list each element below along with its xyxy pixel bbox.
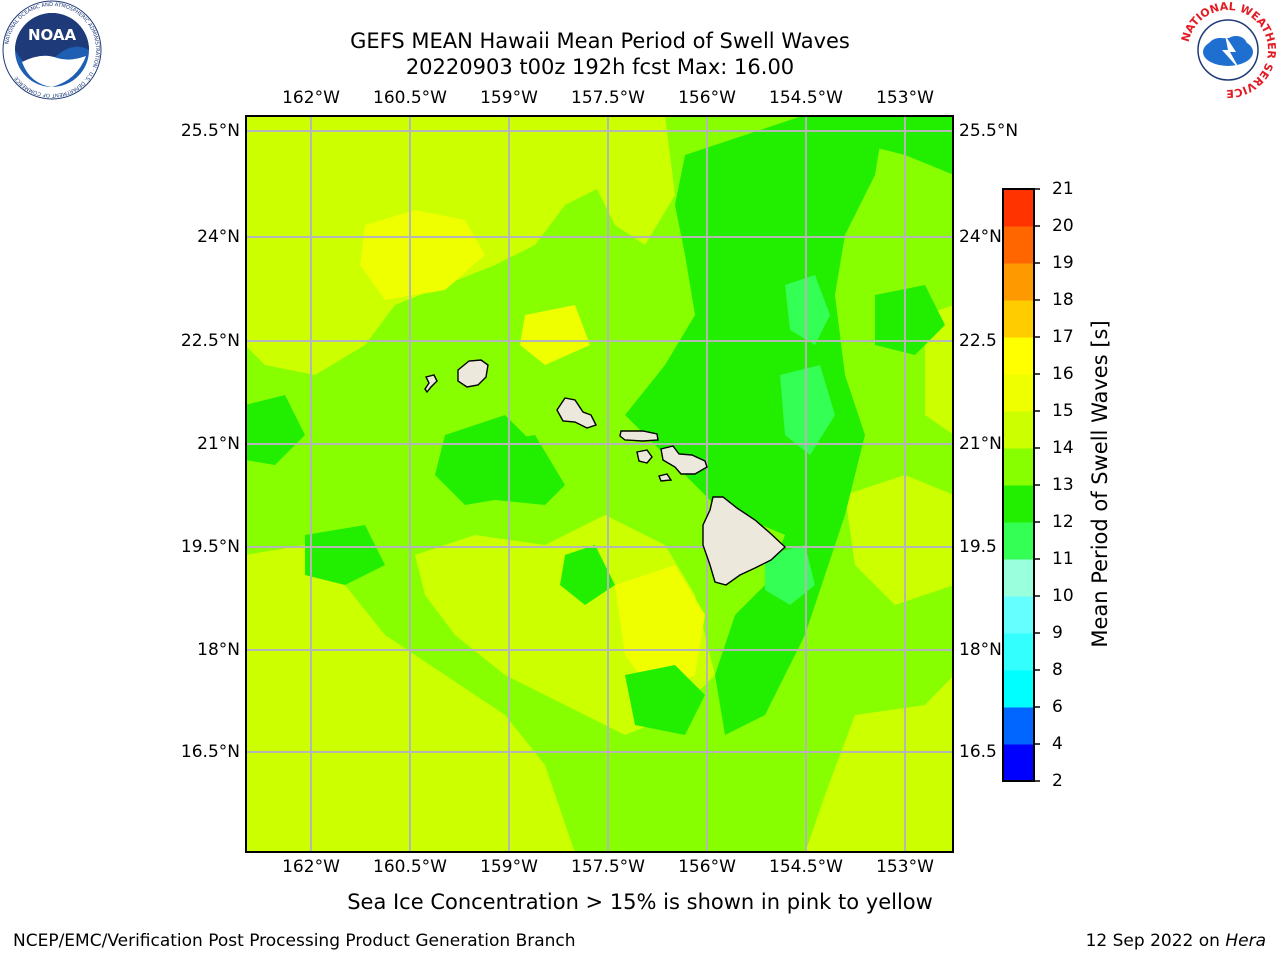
lon-tick-top: 153°W bbox=[876, 88, 934, 108]
lat-tick-right: 24°N bbox=[959, 227, 1002, 247]
machine-name: Hera bbox=[1225, 931, 1266, 951]
lat-tick-left: 22.5°N bbox=[180, 331, 240, 351]
colorbar-swatch bbox=[1003, 485, 1034, 523]
lon-tick-top: 156°W bbox=[678, 88, 736, 108]
lat-tick-right: 21°N bbox=[959, 434, 1002, 454]
lon-tick-bottom: 159°W bbox=[480, 857, 538, 877]
island-hawaii bbox=[702, 496, 787, 586]
lat-tick-right: 22.5 bbox=[959, 331, 997, 351]
colorbar-level-label: 4 bbox=[1052, 734, 1063, 754]
map-subtitle: 20220903 t00z 192h fcst Max: 16.00 bbox=[405, 55, 795, 79]
colorbar-swatch bbox=[1003, 263, 1034, 301]
colorbar-level-label: 9 bbox=[1052, 623, 1063, 643]
colorbar-swatch bbox=[1003, 633, 1034, 671]
credit-text: NCEP/EMC/Verification Post Processing Pr… bbox=[13, 931, 576, 951]
lon-tick-bottom: 156°W bbox=[678, 857, 736, 877]
lon-tick-bottom: 162°W bbox=[282, 857, 340, 877]
lat-tick-right: 25.5°N bbox=[959, 121, 1019, 141]
colorbar-level-label: 20 bbox=[1052, 216, 1074, 236]
map-gridlines bbox=[245, 115, 954, 853]
lat-tick-left: 25.5°N bbox=[180, 121, 240, 141]
lon-tick-bottom: 157.5°W bbox=[571, 857, 645, 877]
island-lanai bbox=[636, 449, 653, 464]
colorbar-label: Mean Period of Swell Waves [s] bbox=[1088, 320, 1112, 648]
lat-tick-left: 19.5°N bbox=[180, 537, 240, 557]
colorbar-swatch bbox=[1003, 744, 1034, 782]
noaa-logo: NATIONAL OCEANIC AND ATMOSPHERIC ADMINIS… bbox=[2, 0, 102, 100]
colorbar-swatch bbox=[1003, 707, 1034, 745]
colorbar-swatch bbox=[1003, 559, 1034, 597]
sea-ice-note: Sea Ice Concentration > 15% is shown in … bbox=[347, 890, 933, 914]
island-maui bbox=[660, 445, 708, 475]
lat-tick-right: 18°N bbox=[959, 640, 1002, 660]
lon-tick-bottom: 153°W bbox=[876, 857, 934, 877]
island-oahu bbox=[556, 397, 597, 429]
colorbar-swatch bbox=[1003, 226, 1034, 264]
colorbar-level-label: 10 bbox=[1052, 586, 1074, 606]
colorbar-level-label: 17 bbox=[1052, 327, 1074, 347]
island-kauai bbox=[457, 359, 489, 388]
map-title: GEFS MEAN Hawaii Mean Period of Swell Wa… bbox=[350, 29, 850, 53]
lon-tick-top: 154.5°W bbox=[769, 88, 843, 108]
map-frame bbox=[245, 115, 954, 853]
date-text: 12 Sep 2022 on Hera bbox=[1085, 931, 1266, 951]
colorbar bbox=[1002, 188, 1040, 782]
colorbar-frame bbox=[1002, 188, 1035, 782]
lat-tick-left: 16.5°N bbox=[180, 742, 240, 762]
island-molokai bbox=[619, 430, 659, 442]
lon-tick-bottom: 154.5°W bbox=[769, 857, 843, 877]
island-niihau bbox=[424, 374, 438, 394]
islands bbox=[424, 359, 787, 586]
colorbar-level-label: 18 bbox=[1052, 290, 1074, 310]
colorbar-swatch bbox=[1003, 189, 1034, 227]
field-11s-regions bbox=[765, 275, 835, 605]
colorbar-level-label: 14 bbox=[1052, 438, 1074, 458]
nws-logo: NATIONAL WEATHER SERVICE bbox=[1178, 0, 1278, 100]
lon-tick-bottom: 160.5°W bbox=[373, 857, 447, 877]
colorbar-level-label: 2 bbox=[1052, 771, 1063, 791]
lon-tick-top: 157.5°W bbox=[571, 88, 645, 108]
lat-tick-right: 19.5 bbox=[959, 537, 997, 557]
colorbar-swatch bbox=[1003, 596, 1034, 634]
island-kahoolawe bbox=[658, 473, 673, 482]
swell-period-map bbox=[245, 115, 954, 853]
colorbar-swatch bbox=[1003, 300, 1034, 338]
colorbar-level-label: 11 bbox=[1052, 549, 1074, 569]
lat-tick-left: 18°N bbox=[197, 640, 240, 660]
lat-tick-left: 24°N bbox=[197, 227, 240, 247]
colorbar-level-label: 8 bbox=[1052, 660, 1063, 680]
lon-tick-top: 162°W bbox=[282, 88, 340, 108]
colorbar-level-label: 15 bbox=[1052, 401, 1074, 421]
colorbar-level-label: 16 bbox=[1052, 364, 1074, 384]
colorbar-swatch bbox=[1003, 670, 1034, 708]
colorbar-level-label: 19 bbox=[1052, 253, 1074, 273]
colorbar-swatch bbox=[1003, 522, 1034, 560]
colorbar-level-label: 12 bbox=[1052, 512, 1074, 532]
lat-tick-right: 16.5 bbox=[959, 742, 997, 762]
colorbar-swatch bbox=[1003, 337, 1034, 375]
lon-tick-top: 160.5°W bbox=[373, 88, 447, 108]
colorbar-swatch bbox=[1003, 448, 1034, 486]
colorbar-level-label: 13 bbox=[1052, 475, 1074, 495]
lat-tick-left: 21°N bbox=[197, 434, 240, 454]
colorbar-swatch bbox=[1003, 374, 1034, 412]
lon-tick-top: 159°W bbox=[480, 88, 538, 108]
colorbar-level-label: 21 bbox=[1052, 179, 1074, 199]
field-12s-regions bbox=[245, 115, 954, 735]
svg-text:NOAA: NOAA bbox=[28, 26, 77, 44]
colorbar-swatch bbox=[1003, 411, 1034, 449]
colorbar-level-label: 6 bbox=[1052, 697, 1063, 717]
